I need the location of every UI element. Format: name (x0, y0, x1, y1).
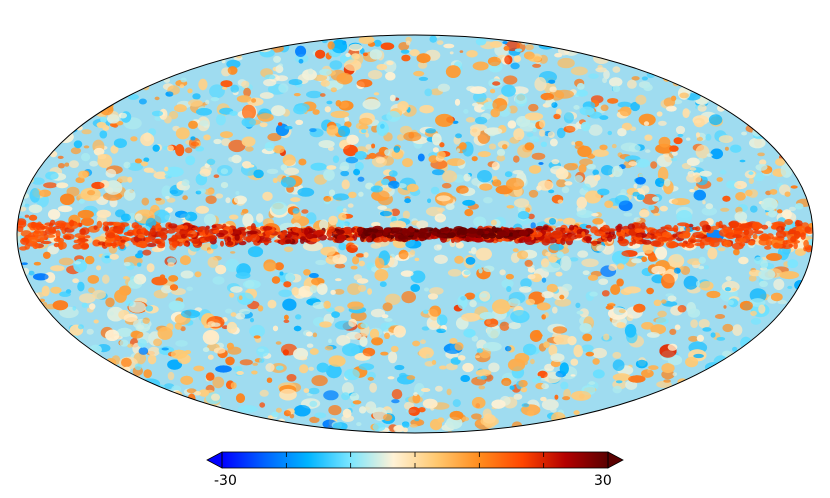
galactic-plane-emission (17, 218, 813, 253)
colorbar (206, 451, 624, 469)
colorbar-min-label: -30 (214, 473, 237, 489)
colorbar-max-label: 30 (594, 473, 612, 489)
temperature-fluctuations (17, 35, 813, 433)
colorbar-gradient (222, 452, 608, 468)
colorbar-min-extension (206, 451, 223, 469)
colorbar-ticks (221, 452, 609, 468)
sky-map-field (17, 35, 813, 433)
map-outline (16, 34, 814, 434)
colorbar-max-extension (607, 451, 624, 469)
